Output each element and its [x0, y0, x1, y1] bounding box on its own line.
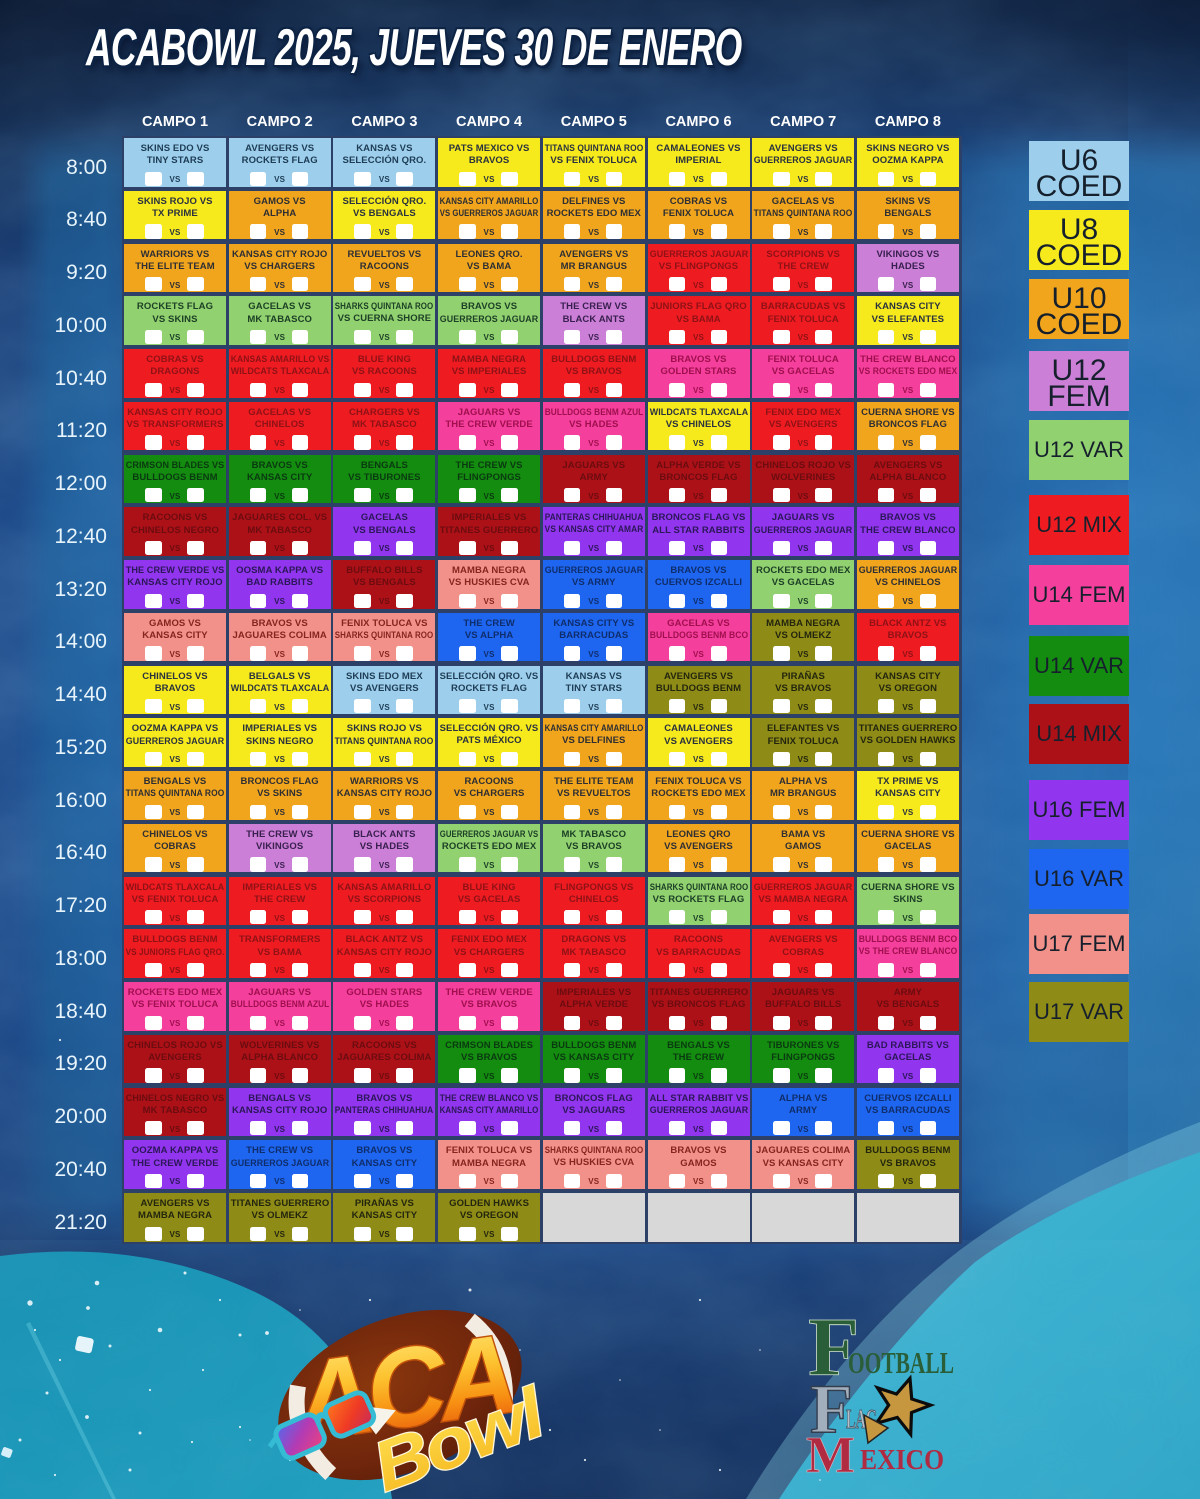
- svg-text:F: F: [808, 1301, 859, 1394]
- svg-text:M: M: [806, 1427, 855, 1484]
- svg-text:F: F: [810, 1371, 853, 1448]
- svg-text:EXICO: EXICO: [860, 1444, 944, 1476]
- svg-text:OOTBALL: OOTBALL: [848, 1345, 954, 1380]
